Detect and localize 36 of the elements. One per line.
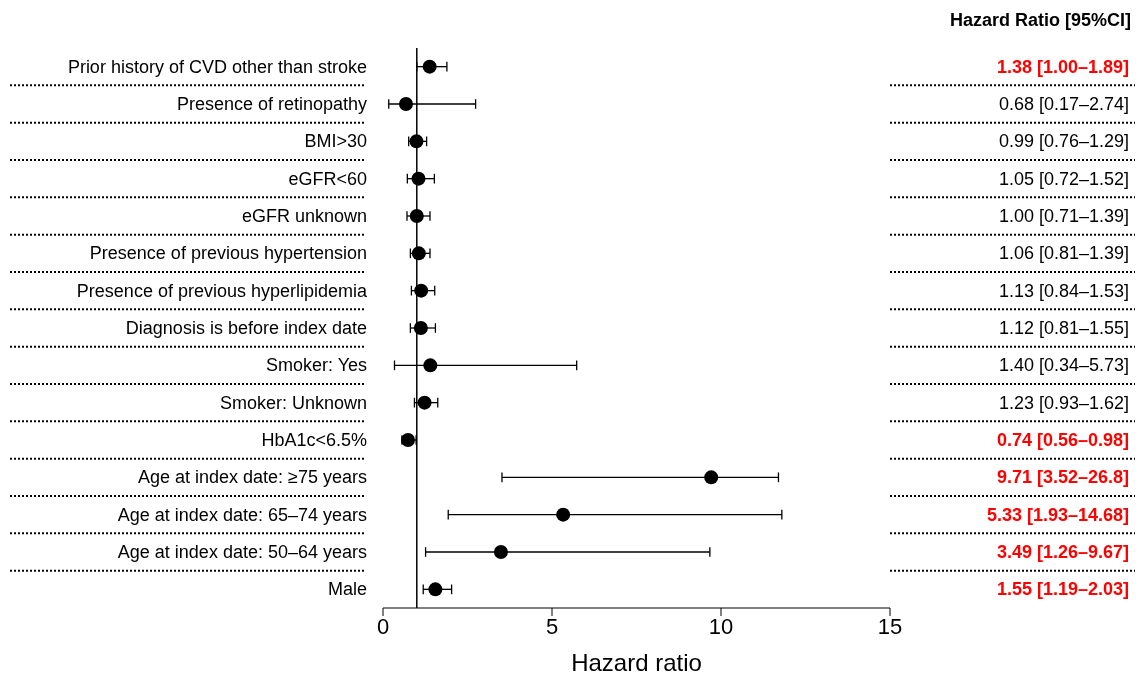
data-label: 1.05 [0.72–1.52] (998, 168, 1129, 189)
x-tick-label: 0 (376, 613, 390, 639)
data-label: 1.55 [1.19–2.03] (996, 579, 1129, 600)
x-tick-label: 15 (877, 613, 903, 639)
data-label: 1.40 [0.34–5.73] (998, 355, 1129, 376)
y-tick-label: Diagnosis is before index date (125, 318, 367, 338)
data-label: 5.33 [1.93–14.68] (986, 504, 1129, 525)
x-axis-title: Hazard ratio (571, 649, 702, 676)
text: Hazard Ratio [95%CI] (949, 10, 1131, 31)
y-tick-label: Presence of retinopathy (176, 94, 367, 114)
y-tick-label: HbA1c<6.5% (261, 430, 367, 450)
data-label: 1.23 [0.93–1.62] (998, 392, 1129, 413)
y-tick-label: eGFR<60 (288, 168, 367, 189)
data-label: 1.06 [0.81–1.39] (998, 243, 1129, 264)
data-label: 3.49 [1.26–9.67] (996, 542, 1129, 562)
data-label: 1.00 [0.71–1.39] (998, 206, 1129, 226)
y-tick-label: Smoker: Yes (265, 355, 367, 376)
data-label: 1.12 [0.81–1.55] (998, 318, 1129, 338)
x-tick-label: 5 (545, 613, 559, 639)
y-tick-label: Age at index date: 50–64 years (117, 542, 367, 562)
data-label: 0.74 [0.56–0.98] (996, 430, 1129, 450)
y-tick-label: Age at index date: 65–74 years (117, 504, 367, 525)
y-tick-label: Prior history of CVD other than stroke (67, 56, 367, 77)
y-tick-label: Presence of previous hyperlipidemia (76, 280, 368, 301)
y-tick-label: BMI>30 (304, 131, 367, 152)
data-label: 9.71 [3.52–26.8] (996, 467, 1129, 488)
y-tick-label: Presence of previous hypertension (89, 243, 367, 264)
data-label: 1.38 [1.00–1.89] (996, 56, 1129, 77)
y-tick-label: Male (327, 579, 367, 600)
data-label: 1.13 [0.84–1.53] (998, 280, 1129, 301)
data-label: 0.68 [0.17–2.74] (998, 94, 1129, 114)
y-tick-label: Smoker: Unknown (219, 392, 367, 413)
x-tick-label: 10 (708, 613, 734, 639)
data-label: 0.99 [0.76–1.29] (998, 131, 1129, 152)
y-tick-label: Age at index date: ≥75 years (137, 467, 367, 488)
y-tick-label: eGFR unknown (241, 206, 367, 226)
